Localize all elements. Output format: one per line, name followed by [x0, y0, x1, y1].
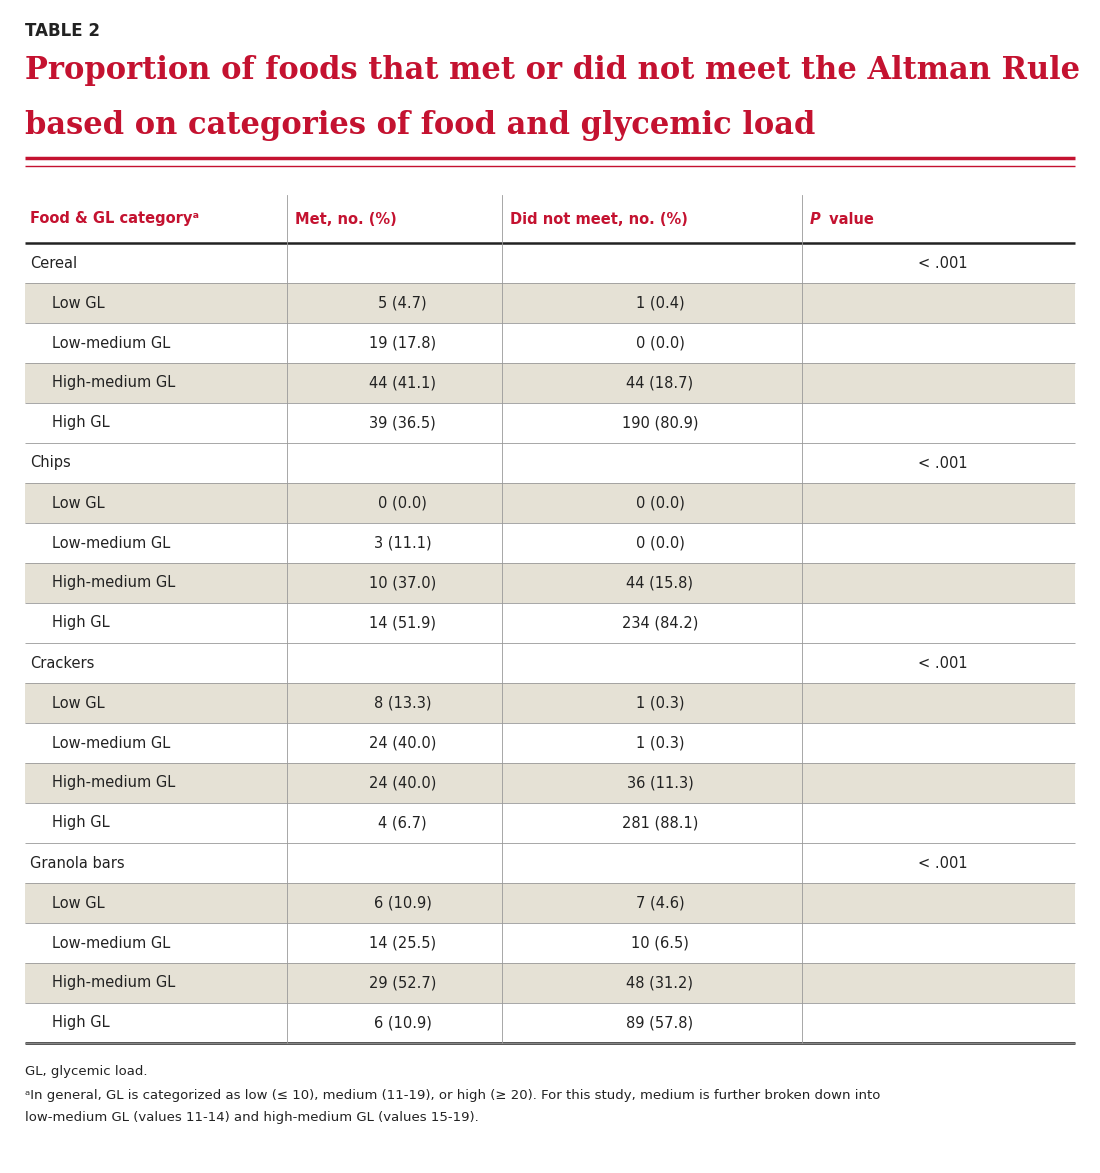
Bar — [25, 523, 1075, 563]
Text: TABLE 2: TABLE 2 — [25, 22, 100, 40]
Text: 14 (25.5): 14 (25.5) — [368, 936, 436, 950]
Text: low-medium GL (values 11-14) and high-medium GL (values 15-19).: low-medium GL (values 11-14) and high-me… — [25, 1111, 478, 1124]
Text: Chips: Chips — [30, 455, 70, 470]
Text: 44 (15.8): 44 (15.8) — [627, 576, 693, 590]
Text: 44 (18.7): 44 (18.7) — [626, 375, 694, 391]
Text: < .001: < .001 — [917, 455, 967, 470]
Bar — [25, 762, 1075, 804]
Text: 1 (0.3): 1 (0.3) — [636, 735, 684, 751]
Text: 5 (4.7): 5 (4.7) — [378, 296, 427, 311]
Text: < .001: < .001 — [917, 256, 967, 271]
Text: based on categories of food and glycemic load: based on categories of food and glycemic… — [25, 110, 815, 141]
Text: High GL: High GL — [52, 415, 110, 430]
Text: Met, no. (%): Met, no. (%) — [295, 211, 397, 226]
Bar — [25, 843, 1075, 883]
Text: Low GL: Low GL — [52, 296, 104, 311]
Text: 89 (57.8): 89 (57.8) — [626, 1016, 694, 1031]
Bar — [25, 804, 1075, 843]
Text: 8 (13.3): 8 (13.3) — [374, 696, 431, 711]
Text: 7 (4.6): 7 (4.6) — [636, 895, 684, 910]
Text: P: P — [810, 211, 821, 226]
Text: GL, glycemic load.: GL, glycemic load. — [25, 1065, 147, 1078]
Text: 14 (51.9): 14 (51.9) — [368, 616, 436, 631]
Bar — [25, 443, 1075, 483]
Bar — [25, 1003, 1075, 1043]
Text: High-medium GL: High-medium GL — [52, 375, 175, 391]
Text: < .001: < .001 — [917, 656, 967, 671]
Text: High-medium GL: High-medium GL — [52, 775, 175, 791]
Text: High GL: High GL — [52, 815, 110, 830]
Text: 24 (40.0): 24 (40.0) — [368, 775, 437, 791]
Text: 1 (0.4): 1 (0.4) — [636, 296, 684, 311]
Text: Low-medium GL: Low-medium GL — [52, 735, 170, 751]
Text: 6 (10.9): 6 (10.9) — [374, 895, 431, 910]
Text: 0 (0.0): 0 (0.0) — [636, 536, 684, 550]
Bar — [25, 603, 1075, 643]
Text: 3 (11.1): 3 (11.1) — [374, 536, 431, 550]
Text: 19 (17.8): 19 (17.8) — [368, 335, 436, 351]
Text: < .001: < .001 — [917, 855, 967, 870]
Bar — [25, 963, 1075, 1003]
Text: High GL: High GL — [52, 1016, 110, 1031]
Bar — [25, 563, 1075, 603]
Text: 10 (6.5): 10 (6.5) — [631, 936, 689, 950]
Text: 36 (11.3): 36 (11.3) — [627, 775, 693, 791]
Text: 281 (88.1): 281 (88.1) — [621, 815, 698, 830]
Bar — [25, 404, 1075, 443]
Text: Low GL: Low GL — [52, 495, 104, 510]
Text: Did not meet, no. (%): Did not meet, no. (%) — [510, 211, 688, 226]
Bar — [25, 243, 1075, 283]
Bar — [25, 195, 1075, 243]
Text: 10 (37.0): 10 (37.0) — [368, 576, 436, 590]
Text: High-medium GL: High-medium GL — [52, 576, 175, 590]
Text: Cereal: Cereal — [30, 256, 77, 271]
Bar — [25, 683, 1075, 723]
Text: Low-medium GL: Low-medium GL — [52, 335, 170, 351]
Text: Crackers: Crackers — [30, 656, 95, 671]
Text: 1 (0.3): 1 (0.3) — [636, 696, 684, 711]
Text: Granola bars: Granola bars — [30, 855, 124, 870]
Text: 39 (36.5): 39 (36.5) — [370, 415, 436, 430]
Text: Low GL: Low GL — [52, 696, 104, 711]
Text: 0 (0.0): 0 (0.0) — [636, 335, 684, 351]
Bar — [25, 323, 1075, 362]
Bar — [25, 483, 1075, 523]
Bar — [25, 723, 1075, 762]
Text: Proportion of foods that met or did not meet the Altman Rule: Proportion of foods that met or did not … — [25, 55, 1080, 86]
Text: High-medium GL: High-medium GL — [52, 976, 175, 990]
Text: ᵃIn general, GL is categorized as low (≤ 10), medium (11-19), or high (≥ 20). Fo: ᵃIn general, GL is categorized as low (≤… — [25, 1089, 880, 1101]
Text: 4 (6.7): 4 (6.7) — [378, 815, 427, 830]
Text: value: value — [824, 211, 873, 226]
Bar — [25, 643, 1075, 683]
Text: 190 (80.9): 190 (80.9) — [621, 415, 698, 430]
Text: 6 (10.9): 6 (10.9) — [374, 1016, 431, 1031]
Text: 234 (84.2): 234 (84.2) — [621, 616, 698, 631]
Text: Low-medium GL: Low-medium GL — [52, 936, 170, 950]
Text: 24 (40.0): 24 (40.0) — [368, 735, 437, 751]
Text: Food & GL categoryᵃ: Food & GL categoryᵃ — [30, 211, 199, 226]
Text: High GL: High GL — [52, 616, 110, 631]
Text: Low-medium GL: Low-medium GL — [52, 536, 170, 550]
Text: 0 (0.0): 0 (0.0) — [378, 495, 427, 510]
Text: 44 (41.1): 44 (41.1) — [368, 375, 436, 391]
Text: 0 (0.0): 0 (0.0) — [636, 495, 684, 510]
Bar — [25, 362, 1075, 404]
Text: 29 (52.7): 29 (52.7) — [368, 976, 437, 990]
Bar — [25, 883, 1075, 923]
Bar — [25, 283, 1075, 323]
Text: Low GL: Low GL — [52, 895, 104, 910]
Bar — [25, 923, 1075, 963]
Text: 48 (31.2): 48 (31.2) — [627, 976, 693, 990]
